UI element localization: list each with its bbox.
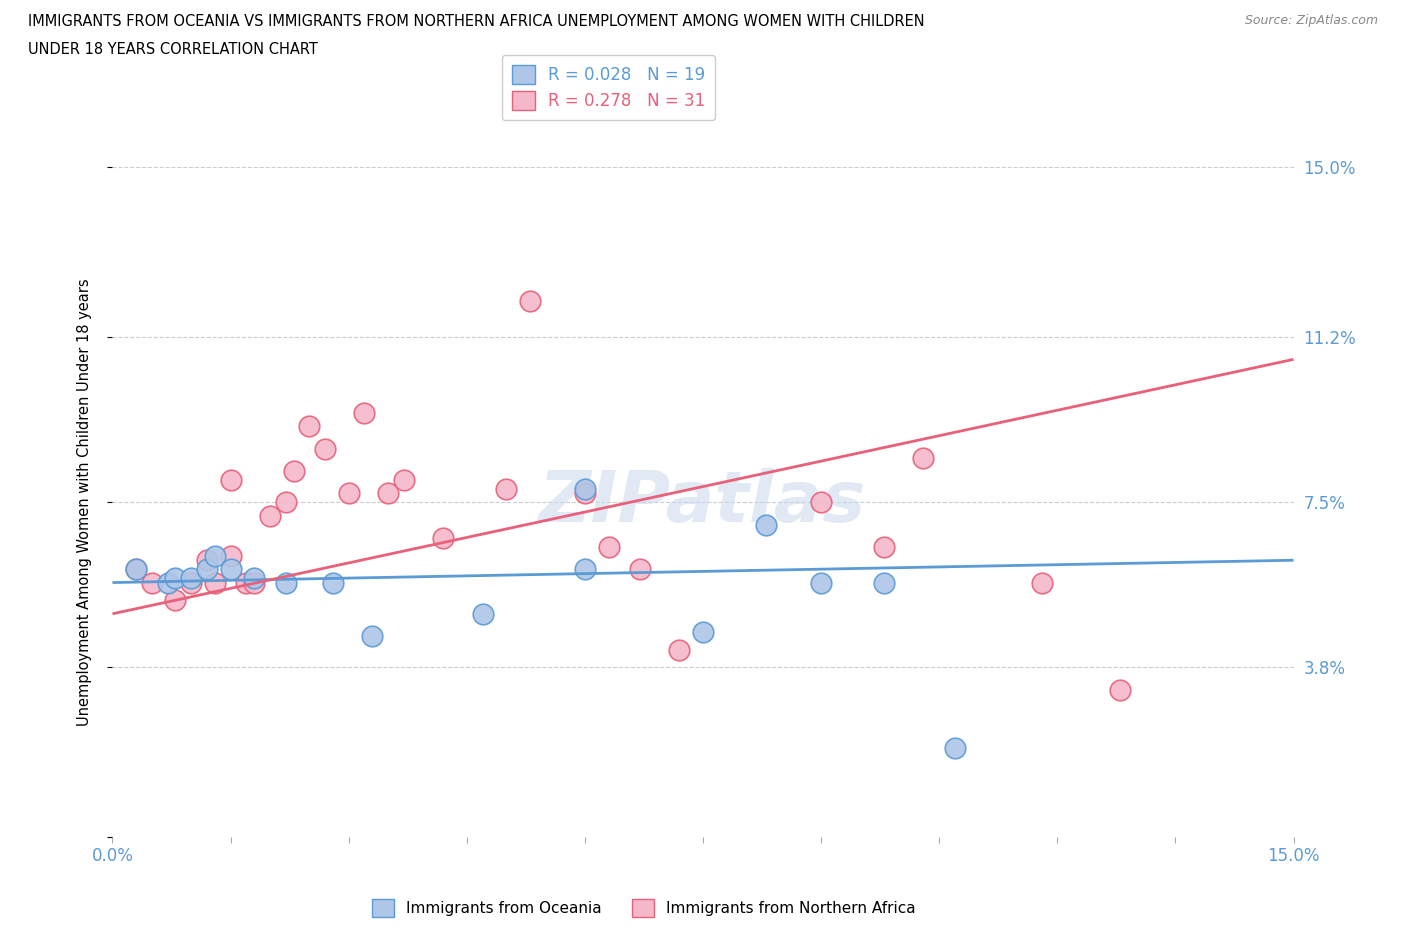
Point: [259, 508, 281, 523]
Point: [755, 517, 778, 532]
Point: [392, 472, 415, 487]
Point: [471, 606, 494, 621]
Point: [125, 562, 148, 577]
Point: [195, 552, 218, 567]
Point: [298, 418, 321, 433]
Point: [943, 740, 966, 755]
Point: [574, 482, 596, 497]
Point: [353, 405, 375, 420]
Point: [204, 549, 226, 564]
Point: [204, 575, 226, 590]
Point: [873, 575, 896, 590]
Point: [156, 575, 179, 590]
Point: [1031, 575, 1053, 590]
Point: [141, 575, 163, 590]
Text: Source: ZipAtlas.com: Source: ZipAtlas.com: [1244, 14, 1378, 27]
Point: [873, 539, 896, 554]
Point: [180, 571, 202, 586]
Point: [165, 571, 187, 586]
Point: [243, 575, 266, 590]
Point: [432, 530, 454, 545]
Point: [810, 575, 832, 590]
Y-axis label: Unemployment Among Women with Children Under 18 years: Unemployment Among Women with Children U…: [77, 278, 91, 726]
Point: [125, 562, 148, 577]
Point: [519, 294, 541, 309]
Point: [692, 624, 714, 639]
Point: [195, 562, 218, 577]
Point: [377, 485, 399, 500]
Point: [574, 485, 596, 500]
Legend: Immigrants from Oceania, Immigrants from Northern Africa: Immigrants from Oceania, Immigrants from…: [367, 893, 921, 923]
Point: [219, 549, 242, 564]
Point: [235, 575, 257, 590]
Text: UNDER 18 YEARS CORRELATION CHART: UNDER 18 YEARS CORRELATION CHART: [28, 42, 318, 57]
Point: [598, 539, 620, 554]
Point: [668, 642, 690, 657]
Point: [322, 575, 344, 590]
Point: [912, 450, 935, 465]
Point: [361, 629, 384, 644]
Point: [219, 472, 242, 487]
Point: [810, 495, 832, 510]
Point: [165, 593, 187, 608]
Point: [495, 482, 517, 497]
Text: IMMIGRANTS FROM OCEANIA VS IMMIGRANTS FROM NORTHERN AFRICA UNEMPLOYMENT AMONG WO: IMMIGRANTS FROM OCEANIA VS IMMIGRANTS FR…: [28, 14, 925, 29]
Point: [574, 562, 596, 577]
Point: [283, 463, 305, 478]
Point: [314, 441, 336, 456]
Point: [628, 562, 651, 577]
Point: [180, 575, 202, 590]
Point: [243, 571, 266, 586]
Point: [1109, 683, 1132, 698]
Point: [274, 495, 297, 510]
Point: [337, 485, 360, 500]
Point: [274, 575, 297, 590]
Point: [219, 562, 242, 577]
Text: ZIPatlas: ZIPatlas: [540, 468, 866, 537]
